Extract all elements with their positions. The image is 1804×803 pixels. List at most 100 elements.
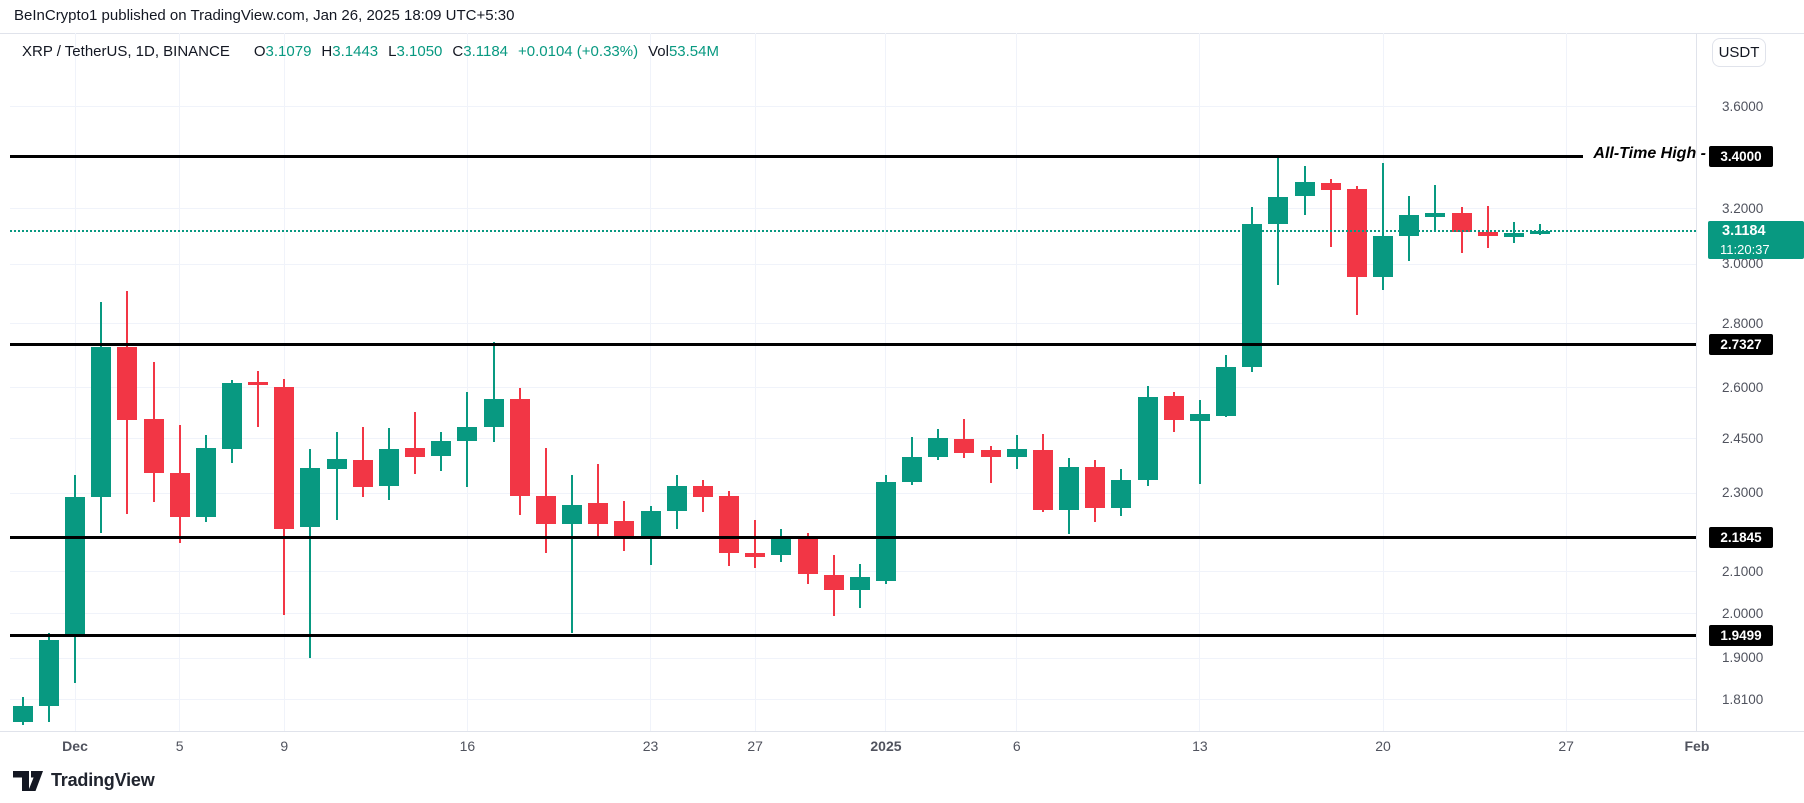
candle-body bbox=[457, 426, 478, 441]
candle-body bbox=[143, 419, 164, 474]
candle-body bbox=[902, 456, 923, 483]
volume-value: 53.54M bbox=[668, 43, 719, 60]
grid-line-horizontal bbox=[10, 323, 1696, 325]
time-tick-label[interactable]: 27 bbox=[1558, 738, 1574, 754]
level-price-badge: 1.9499 bbox=[1709, 625, 1773, 647]
time-tick-label[interactable]: 9 bbox=[280, 738, 289, 754]
level-price-badge: 2.1845 bbox=[1709, 527, 1773, 549]
time-tick-label[interactable]: 13 bbox=[1192, 738, 1208, 754]
price-tick-label[interactable]: 2.3000 bbox=[1722, 485, 1764, 501]
candle-body bbox=[745, 553, 766, 557]
candle-body bbox=[1451, 212, 1472, 232]
candle-body bbox=[431, 440, 452, 456]
time-tick-label[interactable]: 27 bbox=[747, 738, 763, 754]
candle-body bbox=[12, 705, 33, 722]
all-time-high-label[interactable]: All-Time High - bbox=[1593, 145, 1706, 162]
level-line[interactable] bbox=[10, 343, 1696, 347]
candle-body bbox=[38, 640, 59, 706]
level-line[interactable] bbox=[10, 634, 1696, 638]
level-price-badge: 3.4000 bbox=[1709, 145, 1773, 167]
candle-body bbox=[614, 521, 635, 536]
grid-line-horizontal bbox=[10, 492, 1696, 494]
candle-body bbox=[1503, 233, 1524, 238]
price-tick-label[interactable]: 1.8100 bbox=[1722, 691, 1764, 707]
candle-body bbox=[823, 574, 844, 590]
candle-wick bbox=[754, 519, 757, 569]
candle-body bbox=[1294, 181, 1315, 197]
grid-line-vertical bbox=[1016, 33, 1018, 731]
bar-countdown-timer: 11:20:37 bbox=[1720, 242, 1770, 257]
time-tick-label[interactable]: 5 bbox=[175, 738, 184, 754]
grid-line-vertical bbox=[885, 33, 887, 731]
price-tick-label[interactable]: 2.1000 bbox=[1722, 563, 1764, 579]
candle-body bbox=[509, 399, 530, 496]
price-tick-label[interactable]: 2.4500 bbox=[1722, 430, 1764, 446]
current-price-line bbox=[10, 229, 1696, 232]
price-tick-label[interactable]: 3.2000 bbox=[1722, 200, 1764, 216]
candle-body bbox=[640, 510, 661, 536]
candle-body bbox=[692, 485, 713, 498]
grid-line-vertical bbox=[179, 33, 181, 731]
candle-body bbox=[1059, 467, 1080, 510]
grid-line-vertical bbox=[1565, 33, 1567, 731]
low-value: 3.1050 bbox=[396, 43, 443, 60]
tradingview-wordmark[interactable]: TradingView bbox=[51, 770, 155, 790]
candle-body bbox=[1163, 395, 1184, 421]
candle-body bbox=[928, 437, 949, 457]
price-tick-label[interactable]: 2.6000 bbox=[1722, 379, 1764, 395]
grid-line-horizontal bbox=[10, 106, 1696, 108]
time-tick-label[interactable]: 16 bbox=[459, 738, 476, 754]
currency-unit-button[interactable]: USDT bbox=[1712, 38, 1766, 67]
chart-legend: XRP / TetherUS, 1D, BINANCE O3.1079 H3.144… bbox=[22, 43, 719, 60]
grid-line-vertical bbox=[650, 33, 652, 731]
candle-body bbox=[1320, 183, 1341, 190]
candle-wick bbox=[309, 449, 312, 659]
candle-body bbox=[1529, 230, 1550, 234]
low-label: L bbox=[388, 43, 397, 60]
candle-body bbox=[483, 399, 504, 427]
time-tick-label[interactable]: Feb bbox=[1684, 738, 1710, 754]
time-tick-label[interactable]: Dec bbox=[62, 738, 88, 754]
candle-body bbox=[849, 577, 870, 590]
candle-body bbox=[1085, 467, 1106, 509]
grid-line-horizontal bbox=[10, 438, 1696, 440]
price-tick-label[interactable]: 2.8000 bbox=[1722, 315, 1764, 331]
time-tick-label[interactable]: 6 bbox=[1012, 738, 1021, 754]
level-line[interactable] bbox=[10, 154, 1583, 158]
candle-body bbox=[248, 381, 269, 386]
price-tick-label[interactable]: 3.0000 bbox=[1722, 256, 1764, 272]
level-line[interactable] bbox=[10, 536, 1696, 540]
attribution-bar: BeInCrypto1 published on TradingView.com… bbox=[0, 0, 1804, 33]
grid-line-horizontal bbox=[10, 387, 1696, 389]
price-tick-label[interactable]: 2.0000 bbox=[1722, 605, 1764, 621]
change-value: +0.0104 (+0.33%) bbox=[518, 43, 639, 60]
candle-body bbox=[1006, 449, 1027, 457]
grid-line-vertical bbox=[1382, 33, 1384, 731]
candle-body bbox=[1268, 196, 1289, 224]
grid-line-horizontal bbox=[10, 613, 1696, 615]
tradingview-logo-icon[interactable] bbox=[13, 770, 43, 791]
candle-body bbox=[326, 459, 347, 469]
grid-line-horizontal bbox=[10, 657, 1696, 659]
close-value: 3.1184 bbox=[463, 43, 508, 60]
candle-wick bbox=[963, 418, 966, 459]
candle-body bbox=[719, 495, 740, 554]
time-tick-label[interactable]: 2025 bbox=[870, 738, 902, 754]
candle-body bbox=[117, 346, 138, 420]
high-label: H bbox=[321, 43, 333, 60]
time-tick-label[interactable]: 20 bbox=[1375, 738, 1391, 754]
candle-body bbox=[535, 495, 556, 524]
candle-wick bbox=[989, 445, 992, 484]
open-value: 3.1079 bbox=[265, 43, 312, 60]
candle-wick bbox=[1329, 179, 1332, 248]
price-tick-label[interactable]: 1.9000 bbox=[1722, 650, 1764, 666]
open-label: O bbox=[253, 43, 266, 60]
attribution-divider bbox=[0, 33, 1804, 34]
price-tick-label[interactable]: 3.6000 bbox=[1722, 98, 1764, 114]
grid-line-vertical bbox=[466, 33, 468, 731]
symbol-title[interactable]: XRP / TetherUS, 1D, BINANCE bbox=[22, 43, 230, 60]
time-tick-label[interactable]: 23 bbox=[642, 738, 659, 754]
candle-body bbox=[1032, 450, 1053, 510]
grid-line-horizontal bbox=[10, 571, 1696, 573]
